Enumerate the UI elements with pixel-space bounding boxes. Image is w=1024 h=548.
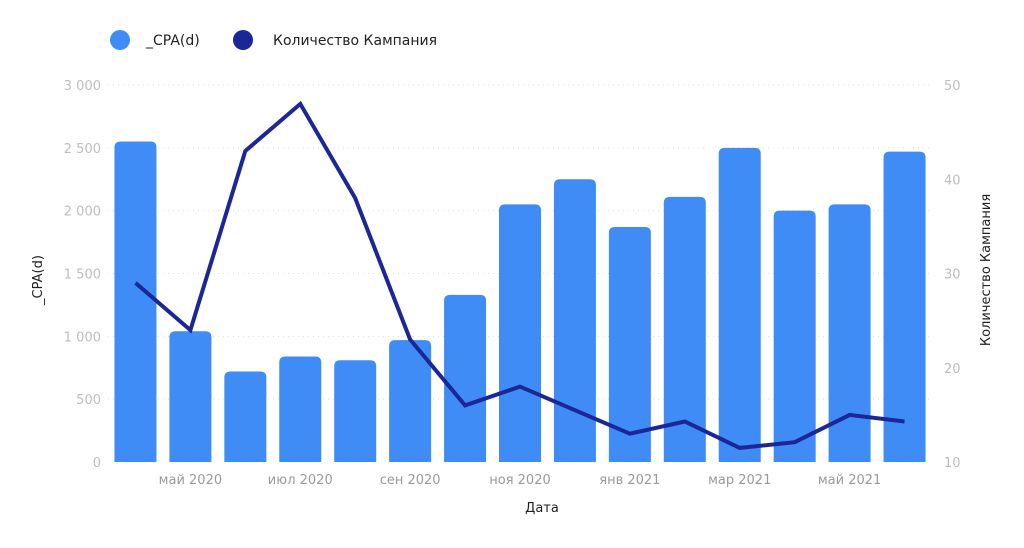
x-tick-label: май 2020 bbox=[159, 473, 222, 488]
cpa-bar bbox=[224, 371, 267, 462]
x-tick-label: июл 2020 bbox=[268, 473, 333, 488]
cpa-bar bbox=[718, 147, 761, 463]
right-tick-label: 30 bbox=[944, 268, 961, 283]
cpa-bar bbox=[608, 227, 651, 462]
legend-label-cpa: _CPA(d) bbox=[145, 33, 200, 49]
cpa-bar bbox=[334, 360, 377, 462]
x-tick-label: мар 2021 bbox=[708, 473, 771, 488]
left-tick-label: 1 000 bbox=[64, 330, 101, 345]
cpa-bars bbox=[114, 141, 926, 463]
right-tick-label: 40 bbox=[944, 173, 961, 188]
cpa-bar bbox=[389, 340, 432, 462]
left-tick-label: 2 500 bbox=[64, 142, 101, 157]
right-axis-title: Количество Кампания bbox=[979, 194, 994, 346]
cpa-bar bbox=[828, 204, 871, 462]
cpa-bar bbox=[169, 331, 212, 462]
legend-label-campaigns: Количество Кампания bbox=[273, 33, 437, 49]
cpa-bar bbox=[499, 204, 541, 462]
legend-swatch-campaigns bbox=[233, 30, 253, 50]
x-tick-label: сен 2020 bbox=[380, 473, 441, 488]
campaigns-series-line bbox=[134, 100, 905, 450]
legend: _CPA(d) Количество Кампания bbox=[110, 30, 437, 50]
left-tick-label: 1 500 bbox=[64, 268, 101, 283]
x-axis-title: Дата bbox=[525, 501, 559, 516]
cpa-bar bbox=[773, 210, 816, 462]
campaigns-line bbox=[134, 100, 905, 450]
right-axis-ticks: 10 20 30 40 50 bbox=[944, 79, 961, 471]
cpa-bar bbox=[279, 356, 322, 462]
left-tick-label: 0 bbox=[93, 456, 101, 471]
x-tick-label: ноя 2020 bbox=[489, 473, 551, 488]
left-axis-title: _CPA(d) bbox=[31, 255, 46, 306]
cpa-bar bbox=[663, 196, 706, 463]
cpa-bar bbox=[114, 141, 157, 463]
cpa-bar bbox=[444, 294, 487, 462]
x-tick-label: май 2021 bbox=[818, 473, 881, 488]
left-axis-ticks: 0 500 1 000 1 500 2 000 2 500 3 000 bbox=[64, 79, 101, 471]
legend-swatch-cpa bbox=[110, 30, 130, 50]
left-tick-label: 500 bbox=[76, 393, 101, 408]
x-axis-ticks: май 2020 июл 2020 сен 2020 ноя 2020 янв 2021… bbox=[159, 473, 882, 488]
right-tick-label: 10 bbox=[944, 456, 961, 471]
x-tick-label: янв 2021 bbox=[599, 473, 660, 488]
left-tick-label: 2 000 bbox=[64, 205, 101, 220]
right-tick-label: 50 bbox=[944, 79, 961, 94]
left-tick-label: 3 000 bbox=[64, 79, 101, 94]
cpa-bar bbox=[553, 179, 596, 462]
cpa-bar bbox=[883, 151, 926, 462]
right-tick-label: 20 bbox=[944, 362, 961, 377]
